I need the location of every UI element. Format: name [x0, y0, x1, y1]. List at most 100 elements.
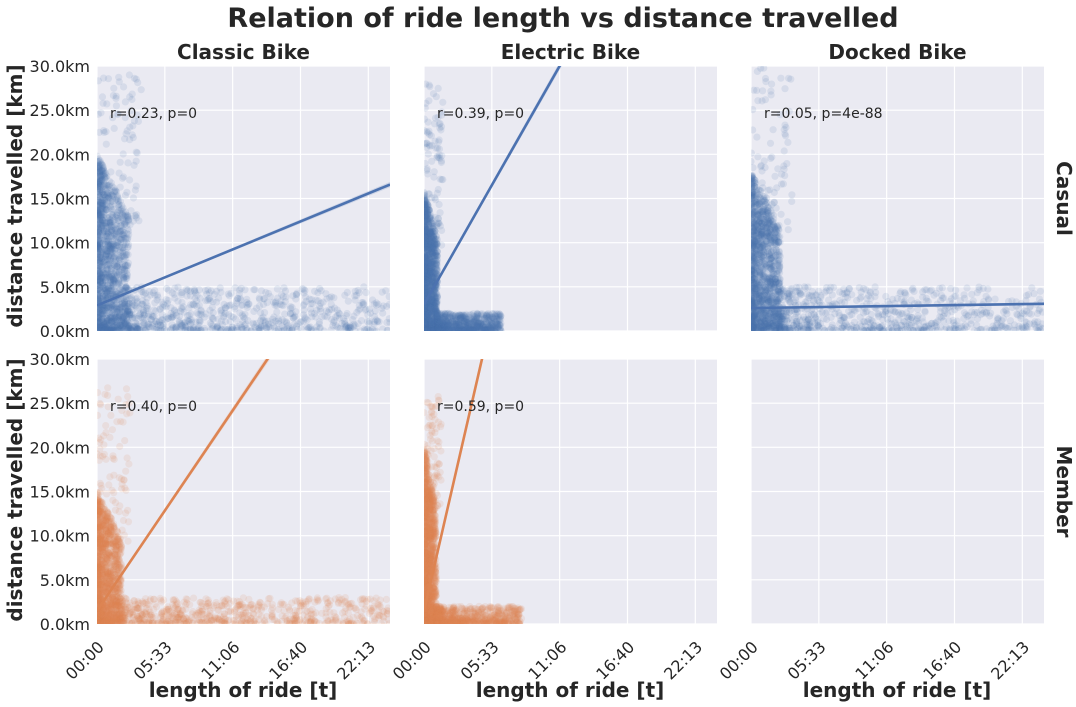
scatter-point — [110, 92, 117, 99]
scatter-point — [176, 326, 183, 333]
scatter-point — [421, 280, 428, 287]
scatter-point — [152, 307, 159, 314]
scatter-point — [441, 325, 448, 332]
scatter-point — [425, 129, 432, 136]
scatter-point — [140, 291, 147, 298]
scatter-point — [424, 165, 431, 172]
scatter-point — [110, 206, 117, 213]
scatter-point — [184, 327, 191, 334]
scatter-point — [133, 76, 140, 83]
scatter-point — [270, 322, 277, 329]
scatter-point — [425, 119, 432, 126]
scatter-point — [124, 127, 131, 134]
scatter-point — [313, 297, 320, 304]
scatter-point — [431, 294, 438, 301]
scatter-point — [154, 294, 161, 301]
scatter-point — [95, 111, 102, 118]
scatter-point — [282, 298, 289, 305]
scatter-point — [362, 307, 369, 314]
scatter-point — [439, 99, 446, 106]
scatter-point — [111, 125, 118, 132]
scatter-point — [174, 284, 181, 291]
scatter-point — [193, 326, 200, 333]
scatter-point — [433, 242, 440, 249]
scatter-point — [438, 176, 445, 183]
scatter-point — [355, 307, 362, 314]
scatter-point — [126, 71, 133, 78]
scatter-point — [454, 313, 461, 320]
scatter-point — [434, 220, 441, 227]
scatter-point — [110, 85, 117, 92]
scatter-point — [218, 306, 225, 313]
scatter-point — [294, 326, 301, 333]
scatter-point — [163, 316, 170, 323]
scatter-point — [151, 326, 158, 333]
scatter-point — [475, 312, 482, 319]
scatter-point — [236, 321, 243, 328]
scatter-point — [438, 227, 445, 234]
chart-title: Relation of ride length vs distance trav… — [227, 3, 898, 34]
scatter-point — [386, 301, 393, 308]
scatter-point — [426, 141, 433, 148]
scatter-point — [210, 315, 217, 322]
scatter-point — [376, 318, 383, 325]
scatter-point — [178, 291, 185, 298]
scatter-point — [108, 233, 115, 240]
scatter-point — [435, 85, 442, 92]
scatter-point — [188, 317, 195, 324]
scatter-point — [107, 245, 114, 252]
scatter-point — [107, 314, 114, 321]
scatter-point — [189, 301, 196, 308]
scatter-point — [481, 326, 488, 333]
scatter-point — [116, 312, 123, 319]
scatter-point — [236, 309, 243, 316]
correlation-annotation: r=0.39, p=0 — [437, 106, 524, 122]
scatter-point — [143, 307, 150, 314]
scatter-point — [379, 326, 386, 333]
scatter-point — [228, 326, 235, 333]
scatter-point — [241, 315, 248, 322]
scatter-point — [425, 303, 432, 310]
scatter-point — [422, 260, 429, 267]
scatter-point — [107, 168, 114, 175]
scatter-point — [227, 318, 234, 325]
scatter-point — [105, 192, 112, 199]
scatter-point — [433, 93, 440, 100]
scatter-point — [196, 286, 203, 293]
scatter-point — [283, 318, 290, 325]
scatter-point — [278, 327, 285, 334]
scatter-point — [115, 256, 122, 263]
scatter-point — [363, 289, 370, 296]
scatter-point — [273, 309, 280, 316]
scatter-point — [124, 262, 131, 269]
scatter-point — [131, 212, 138, 219]
scatter-point — [386, 293, 393, 300]
scatter-point — [323, 295, 330, 302]
scatter-point — [300, 311, 307, 318]
scatter-point — [234, 295, 241, 302]
scatter-point — [111, 277, 118, 284]
scatter-point — [378, 305, 385, 312]
scatter-point — [138, 86, 145, 93]
scatter-point — [120, 150, 127, 157]
scatter-point — [489, 320, 496, 327]
scatter-point — [128, 311, 135, 318]
scatter-point — [425, 150, 432, 157]
scatter-point — [420, 240, 427, 247]
scatter-point — [132, 187, 139, 194]
scatter-point — [122, 98, 129, 105]
scatter-point — [421, 217, 428, 224]
scatter-point — [159, 304, 166, 311]
scatter-point — [289, 292, 296, 299]
scatter-point — [94, 286, 101, 293]
scatter-point — [124, 159, 131, 166]
scatter-point — [141, 321, 148, 328]
scatter-point — [171, 295, 178, 302]
scatter-point — [100, 214, 107, 221]
scatter-point — [215, 294, 222, 301]
scatter-point — [287, 310, 294, 317]
scatter-point — [119, 272, 126, 279]
scatter-point — [308, 313, 315, 320]
scatter-point — [163, 327, 170, 334]
scatter-point — [119, 175, 126, 182]
